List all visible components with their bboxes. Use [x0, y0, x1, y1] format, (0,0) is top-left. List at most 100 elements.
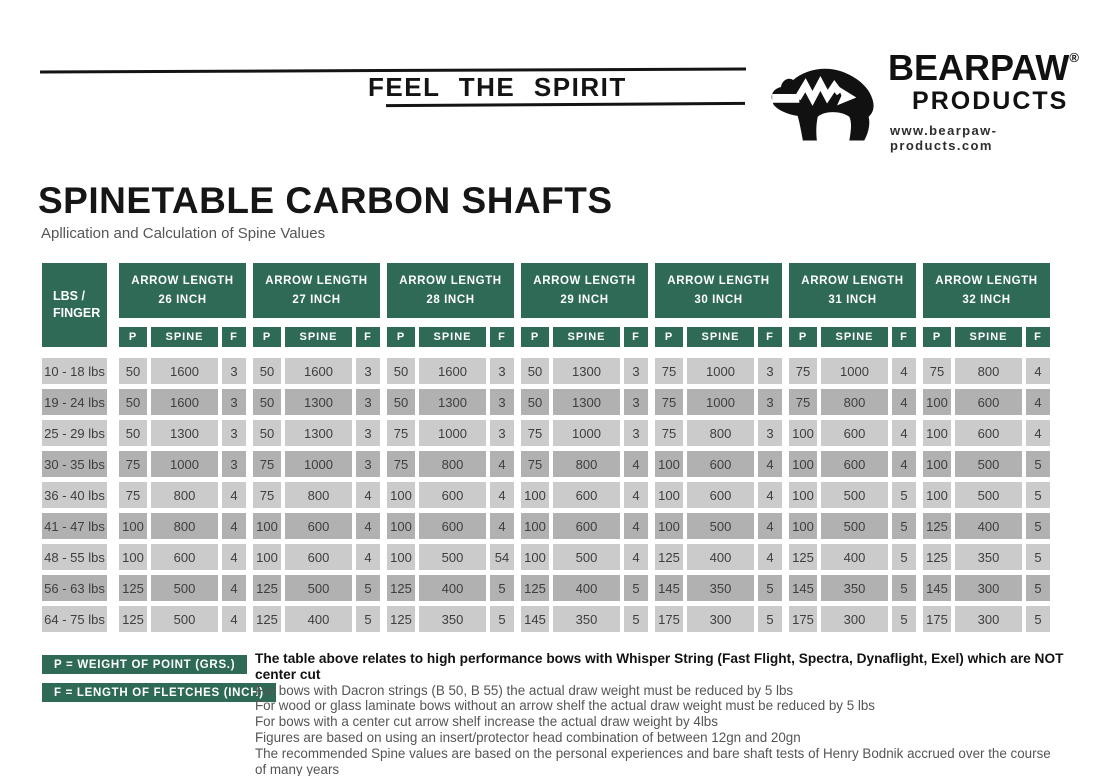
cell-spine: 1000: [151, 451, 218, 477]
cell-spine: 1300: [151, 420, 218, 446]
cell-p: 125: [789, 544, 817, 570]
cell-f: 3: [356, 451, 380, 477]
cell-p: 125: [119, 575, 147, 601]
cell-p: 125: [521, 575, 549, 601]
cell-spine: 600: [687, 482, 754, 508]
cell-f: 5: [1026, 575, 1050, 601]
cell-spine: 800: [821, 389, 888, 415]
subheader-f: F: [758, 327, 782, 347]
table-row: 125 400 5: [253, 606, 380, 632]
cell-p: 100: [521, 482, 549, 508]
arrow-length-group: ARROW LENGTH 31 INCH P SPINE F 75 1000 4 75 800 4 1…: [789, 263, 916, 632]
cell-f: 4: [892, 358, 916, 384]
arrow-length-header-prefix: ARROW LENGTH: [935, 275, 1038, 288]
table-row: 75 1000 3: [521, 420, 648, 446]
table-row: 175 300 5: [789, 606, 916, 632]
arrow-length-header-prefix: ARROW LENGTH: [533, 275, 636, 288]
notes-line: For bows with Dacron strings (B 50, B 55…: [255, 682, 794, 698]
cell-f: 4: [356, 513, 380, 539]
table-row: 50 1300 3: [521, 389, 648, 415]
cell-f: 3: [222, 389, 246, 415]
cell-spine: 500: [553, 544, 620, 570]
arrow-length-group: ARROW LENGTH 27 INCH P SPINE F 50 1600 3 50 1300 3…: [253, 263, 380, 632]
cell-f: 5: [758, 606, 782, 632]
arrow-length-group: ARROW LENGTH 26 INCH P SPINE F 50 1600 3 50 1600 3…: [119, 263, 246, 632]
legend-badge: P = WEIGHT OF POINT (GRS.): [42, 655, 248, 674]
table-row: 75 1000 3: [119, 451, 246, 477]
cell-spine: 400: [553, 575, 620, 601]
cell-p: 100: [923, 451, 951, 477]
cell-f: 3: [624, 389, 648, 415]
cell-spine: 1600: [285, 358, 352, 384]
table-row: 75 1000 3: [655, 389, 782, 415]
notes-line: For wood or glass laminate bows without …: [255, 698, 876, 714]
table-row: 50 1300 3: [253, 420, 380, 446]
table-row: 100 600 4: [789, 451, 916, 477]
cell-p: 75: [655, 358, 683, 384]
cell-spine: 600: [285, 544, 352, 570]
lbs-finger-header-line: LBS /: [53, 289, 85, 304]
cell-p: 50: [119, 420, 147, 446]
table-row: 100 500 4: [655, 513, 782, 539]
notes-line: The recommended Spine values are based o…: [255, 745, 1051, 776]
cell-p: 145: [789, 575, 817, 601]
cell-f: 4: [222, 544, 246, 570]
table-row: 50 1300 3: [253, 389, 380, 415]
cell-p: 100: [655, 482, 683, 508]
cell-p: 125: [253, 575, 281, 601]
cell-spine: 500: [151, 606, 218, 632]
table-row: 75 1000 4: [789, 358, 916, 384]
cell-p: 125: [655, 544, 683, 570]
table-row: 175 300 5: [923, 606, 1050, 632]
cell-f: 5: [1026, 544, 1050, 570]
cell-spine: 800: [687, 420, 754, 446]
arrow-length-header-prefix: ARROW LENGTH: [399, 275, 502, 288]
cell-spine: 400: [419, 575, 486, 601]
cell-p: 100: [387, 544, 415, 570]
cell-f: 5: [758, 575, 782, 601]
cell-spine: 600: [553, 482, 620, 508]
table-row: 50 1300 3: [119, 420, 246, 446]
row-label: 19 - 24 lbs: [42, 389, 107, 415]
table-row: 125 400 5: [521, 575, 648, 601]
cell-f: 3: [222, 358, 246, 384]
cell-f: 4: [892, 420, 916, 446]
subheader-p: P: [789, 327, 817, 347]
cell-p: 100: [655, 513, 683, 539]
cell-f: 5: [1026, 606, 1050, 632]
subheader-p: P: [923, 327, 951, 347]
cell-f: 4: [1026, 420, 1050, 446]
cell-f: 4: [222, 513, 246, 539]
row-label: 30 - 35 lbs: [42, 451, 107, 477]
cell-p: 100: [521, 513, 549, 539]
cell-f: 5: [624, 575, 648, 601]
table-row: 75 800 4: [387, 451, 514, 477]
arrow-length-header: ARROW LENGTH 31 INCH: [789, 263, 916, 318]
cell-spine: 600: [419, 513, 486, 539]
table-row: 100 600 4: [387, 482, 514, 508]
cell-p: 50: [521, 358, 549, 384]
cell-spine: 1000: [687, 358, 754, 384]
table-row: 75 800 4: [789, 389, 916, 415]
arrow-length-header: ARROW LENGTH 30 INCH: [655, 263, 782, 318]
table-row: 100 600 4: [655, 451, 782, 477]
cell-spine: 1000: [553, 420, 620, 446]
cell-p: 75: [119, 451, 147, 477]
notes-headline: The table above relates to high performa…: [255, 651, 1064, 682]
table-row: 75 1000 3: [655, 358, 782, 384]
cell-spine: 1000: [687, 389, 754, 415]
cell-p: 75: [655, 389, 683, 415]
subheader-f: F: [624, 327, 648, 347]
cell-f: 4: [758, 482, 782, 508]
table-row: 100 500 5: [923, 451, 1050, 477]
table-row: 75 800 3: [655, 420, 782, 446]
table-row: 125 500 4: [119, 575, 246, 601]
cell-f: 3: [490, 420, 514, 446]
subheader-f: F: [222, 327, 246, 347]
cell-p: 145: [655, 575, 683, 601]
cell-spine: 1000: [285, 451, 352, 477]
row-label: 25 - 29 lbs: [42, 420, 107, 446]
cell-f: 4: [624, 482, 648, 508]
cell-p: 50: [253, 358, 281, 384]
subheader-spine: SPINE: [687, 327, 754, 347]
